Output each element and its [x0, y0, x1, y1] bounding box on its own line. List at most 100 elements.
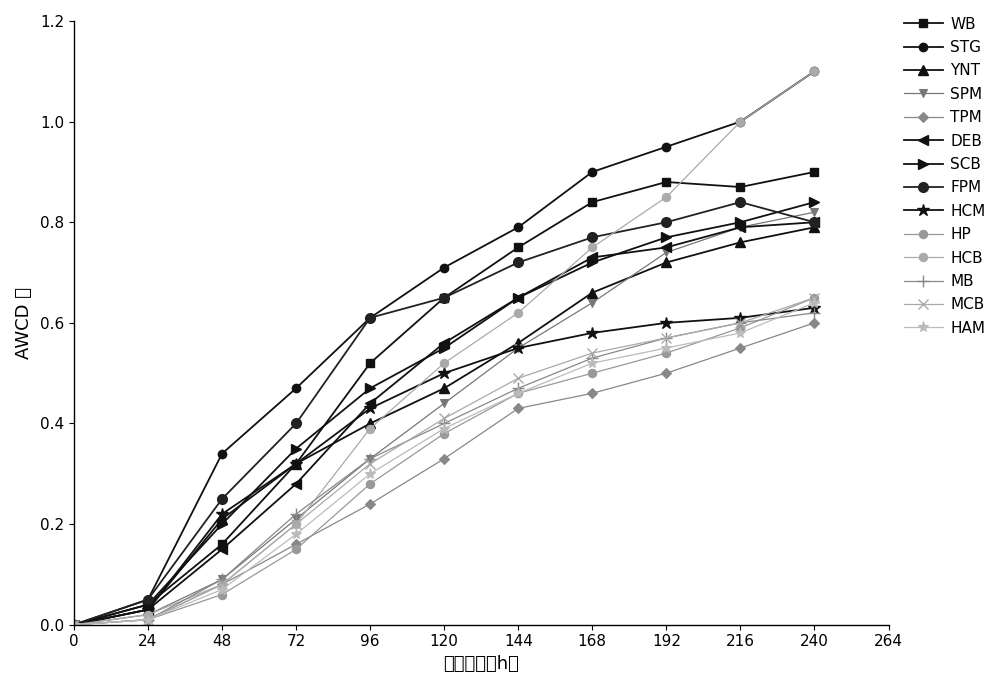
HAM: [438, 424, 450, 433]
Line: MB: MB: [68, 308, 820, 630]
STG: [290, 384, 302, 392]
SCB: [586, 259, 598, 267]
WB: [512, 244, 524, 252]
TPM: [364, 500, 376, 508]
SCB: [808, 198, 820, 206]
HCM: [808, 303, 820, 312]
HAM: [68, 621, 80, 629]
SCB: [216, 520, 228, 528]
WB: [438, 294, 450, 302]
SPM: [512, 344, 524, 352]
MB: [438, 420, 450, 428]
TPM: [438, 455, 450, 463]
SPM: [586, 299, 598, 307]
SCB: [290, 444, 302, 453]
WB: [216, 540, 228, 548]
HCB: [216, 581, 228, 589]
SPM: [660, 248, 672, 257]
FPM: [290, 420, 302, 428]
Line: FPM: FPM: [69, 197, 819, 630]
Line: MCB: MCB: [69, 293, 819, 630]
MCB: [438, 414, 450, 422]
SPM: [216, 575, 228, 583]
MB: [512, 384, 524, 392]
MB: [142, 616, 154, 624]
SCB: [68, 621, 80, 629]
MCB: [808, 294, 820, 302]
STG: [68, 621, 80, 629]
HAM: [512, 389, 524, 398]
YNT: [808, 223, 820, 231]
HCB: [364, 424, 376, 433]
HAM: [808, 299, 820, 307]
SPM: [364, 455, 376, 463]
HCM: [512, 344, 524, 352]
DEB: [438, 339, 450, 347]
DEB: [68, 621, 80, 629]
MB: [290, 510, 302, 518]
HAM: [216, 585, 228, 594]
Line: SCB: SCB: [69, 197, 819, 630]
HP: [734, 324, 746, 332]
WB: [586, 198, 598, 206]
Line: WB: WB: [70, 168, 819, 629]
HCB: [660, 193, 672, 201]
STG: [216, 449, 228, 458]
WB: [68, 621, 80, 629]
HP: [68, 621, 80, 629]
HCM: [142, 605, 154, 614]
FPM: [216, 495, 228, 503]
Line: HCM: HCM: [68, 301, 821, 631]
MCB: [512, 374, 524, 383]
DEB: [216, 545, 228, 553]
YNT: [734, 238, 746, 246]
DEB: [142, 605, 154, 614]
YNT: [364, 420, 376, 428]
HCM: [216, 510, 228, 518]
YNT: [512, 339, 524, 347]
STG: [808, 67, 820, 76]
MCB: [660, 334, 672, 342]
WB: [808, 168, 820, 176]
YNT: [216, 515, 228, 523]
STG: [660, 142, 672, 151]
HAM: [734, 329, 746, 337]
MB: [734, 319, 746, 327]
DEB: [586, 253, 598, 261]
YNT: [586, 288, 598, 297]
MB: [364, 455, 376, 463]
STG: [142, 595, 154, 603]
SPM: [142, 610, 154, 619]
FPM: [808, 218, 820, 226]
HP: [290, 545, 302, 553]
YNT: [142, 605, 154, 614]
FPM: [512, 259, 524, 267]
X-axis label: 培养时间（h）: 培养时间（h）: [443, 655, 519, 673]
SPM: [68, 621, 80, 629]
HP: [142, 616, 154, 624]
STG: [438, 264, 450, 272]
YNT: [290, 460, 302, 468]
HCB: [734, 118, 746, 126]
FPM: [142, 595, 154, 603]
YNT: [68, 621, 80, 629]
HP: [216, 590, 228, 599]
DEB: [660, 244, 672, 252]
MB: [216, 575, 228, 583]
HCM: [364, 405, 376, 413]
Line: STG: STG: [70, 67, 819, 629]
Line: SPM: SPM: [70, 208, 819, 629]
SCB: [734, 218, 746, 226]
HCM: [586, 329, 598, 337]
Line: TPM: TPM: [70, 319, 818, 628]
HCB: [142, 610, 154, 619]
HCM: [290, 460, 302, 468]
HCB: [438, 359, 450, 367]
SCB: [438, 344, 450, 352]
SCB: [364, 384, 376, 392]
DEB: [808, 218, 820, 226]
HCM: [660, 319, 672, 327]
MCB: [216, 581, 228, 589]
SCB: [660, 233, 672, 241]
WB: [290, 460, 302, 468]
